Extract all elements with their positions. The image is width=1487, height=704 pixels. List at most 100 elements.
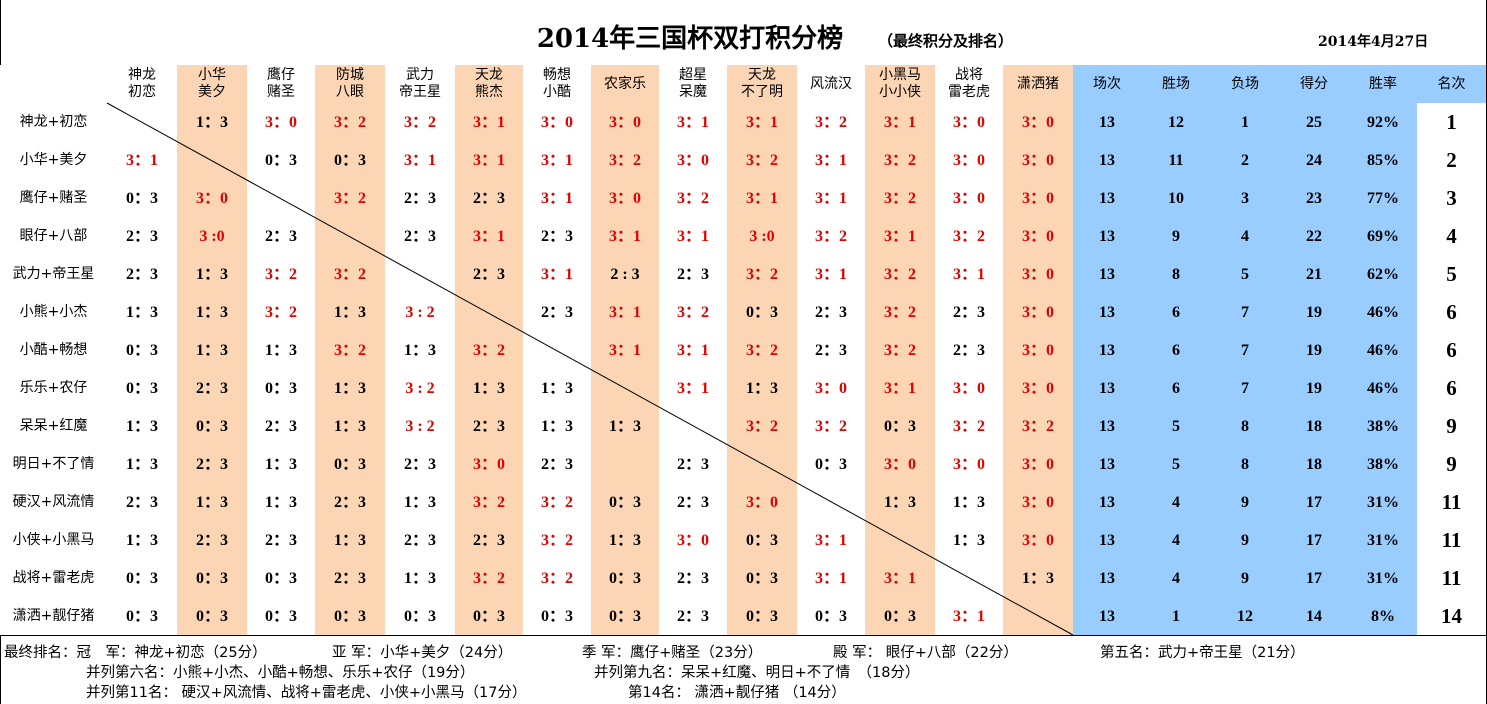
column-header: 风流汉 <box>797 65 866 104</box>
match-result: 0：3 <box>107 597 178 636</box>
stat-value: 5 <box>1211 255 1280 294</box>
stat-value: 7 <box>1211 293 1280 332</box>
stat-value: 13 <box>1073 217 1142 256</box>
match-result: 3：0 <box>1003 179 1074 218</box>
match-result <box>591 445 660 484</box>
stat-value: 13 <box>1073 331 1142 370</box>
stat-value: 8 <box>1211 407 1280 446</box>
stat-value: 19 <box>1279 293 1350 332</box>
match-result: 0：3 <box>523 597 592 636</box>
match-result <box>247 179 316 218</box>
match-result: 3：0 <box>727 483 798 522</box>
match-result: 3：1 <box>591 293 660 332</box>
match-result: 2：3 <box>523 445 592 484</box>
match-result: 3：0 <box>1003 521 1074 560</box>
match-result: 3：0 <box>1003 331 1074 370</box>
column-header: 负场 <box>1211 65 1280 104</box>
match-result: 0：3 <box>455 597 524 636</box>
match-result: 3 : 2 <box>385 407 456 446</box>
footer-text: 第五名：武力+帝王星（21分） <box>1100 645 1305 661</box>
match-result: 3：2 <box>659 179 728 218</box>
match-result: 3：0 <box>865 445 936 484</box>
stat-value: 46% <box>1349 331 1418 370</box>
match-result: 1：3 <box>315 407 386 446</box>
rank: 5 <box>1417 255 1487 294</box>
rank: 9 <box>1417 445 1487 484</box>
match-result: 1：3 <box>523 407 592 446</box>
stat-value: 14 <box>1279 597 1350 636</box>
match-result: 1：3 <box>1003 559 1074 598</box>
match-result: 3：2 <box>247 293 316 332</box>
match-result: 2：3 <box>797 293 866 332</box>
column-header: 鹰仔 赌圣 <box>247 65 316 104</box>
stat-value: 92% <box>1349 103 1418 142</box>
column-header: 天龙 不了明 <box>727 65 798 104</box>
match-result: 2：3 <box>659 445 728 484</box>
match-result: 1：3 <box>385 483 456 522</box>
stat-value: 13 <box>1073 179 1142 218</box>
match-result: 2：3 <box>247 521 316 560</box>
match-result: 1：3 <box>385 331 456 370</box>
match-result: 3：0 <box>659 521 728 560</box>
match-result: 3：0 <box>591 179 660 218</box>
date: 2014年4月27日 <box>1318 34 1429 50</box>
match-result: 0：3 <box>865 407 936 446</box>
stat-value: 13 <box>1073 559 1142 598</box>
match-result: 3：1 <box>107 141 178 180</box>
match-result: 3：1 <box>455 217 524 256</box>
match-result: 3：2 <box>935 407 1004 446</box>
match-result: 1：3 <box>107 445 178 484</box>
match-result: 1：3 <box>523 369 592 408</box>
stat-value: 13 <box>1073 103 1142 142</box>
match-result: 3：2 <box>797 217 866 256</box>
match-result: 1：3 <box>935 521 1004 560</box>
match-result: 1：3 <box>385 559 456 598</box>
match-result: 0：3 <box>591 597 660 636</box>
column-header: 胜场 <box>1141 65 1212 104</box>
column-header: 防城 八眼 <box>315 65 386 104</box>
match-result: 3 : 2 <box>385 293 456 332</box>
match-result: 2：3 <box>797 331 866 370</box>
stat-value: 31% <box>1349 559 1418 598</box>
match-result: 0：3 <box>107 369 178 408</box>
stat-value: 13 <box>1073 369 1142 408</box>
stat-value: 17 <box>1279 559 1350 598</box>
match-result: 2：3 <box>523 293 592 332</box>
stat-value: 12 <box>1211 597 1280 636</box>
match-result: 3：1 <box>935 597 1004 636</box>
match-result: 3：2 <box>865 179 936 218</box>
match-result: 3：1 <box>455 141 524 180</box>
match-result: 3：0 <box>935 141 1004 180</box>
match-result: 0：3 <box>247 559 316 598</box>
stat-value: 13 <box>1073 141 1142 180</box>
match-result: 3：1 <box>797 141 866 180</box>
stat-value: 17 <box>1279 483 1350 522</box>
match-result: 2：3 <box>935 293 1004 332</box>
team-name: 鹰仔+赌圣 <box>0 179 108 218</box>
stat-value: 19 <box>1279 331 1350 370</box>
match-result: 0：3 <box>247 597 316 636</box>
match-result <box>1003 597 1074 636</box>
match-result: 3：2 <box>727 331 798 370</box>
match-result: 2：3 <box>455 255 524 294</box>
match-result: 3：2 <box>659 293 728 332</box>
match-result: 3：0 <box>659 141 728 180</box>
stat-value: 4 <box>1141 559 1212 598</box>
stat-value: 22 <box>1279 217 1350 256</box>
team-name: 小熊+小杰 <box>0 293 108 332</box>
match-result: 3：0 <box>247 103 316 142</box>
match-result: 2：3 <box>659 483 728 522</box>
match-result: 3：1 <box>727 103 798 142</box>
match-result: 1：3 <box>247 445 316 484</box>
stat-value: 24 <box>1279 141 1350 180</box>
match-result: 3：2 <box>523 521 592 560</box>
stat-value: 1 <box>1211 103 1280 142</box>
match-result: 3 :0 <box>177 217 248 256</box>
match-result: 1：3 <box>107 293 178 332</box>
match-result: 3：0 <box>1003 103 1074 142</box>
match-result: 2：3 <box>107 255 178 294</box>
match-result: 3：2 <box>455 483 524 522</box>
match-result: 3：2 <box>935 217 1004 256</box>
stat-value: 9 <box>1211 521 1280 560</box>
match-result: 2：3 <box>523 217 592 256</box>
